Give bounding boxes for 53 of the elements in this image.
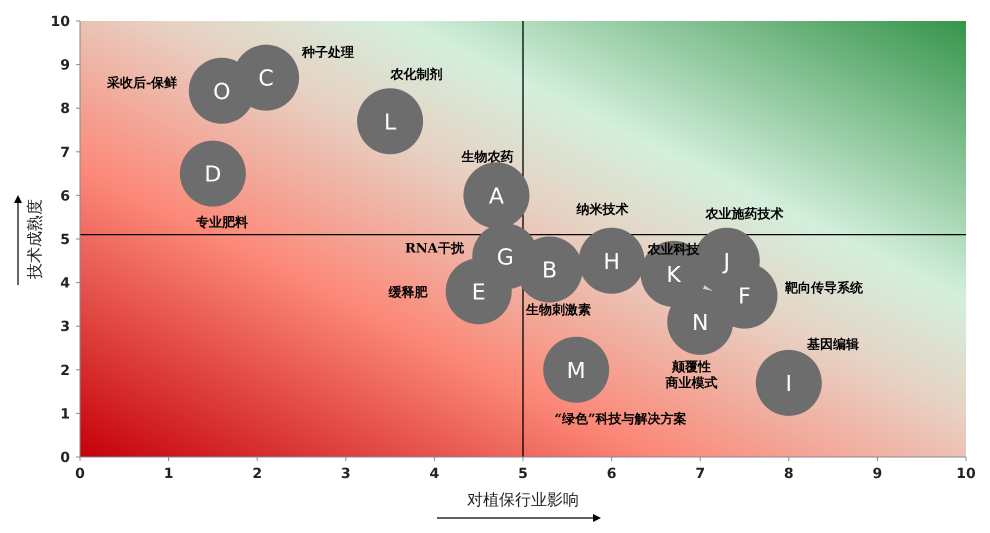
y-tick-label: 6 xyxy=(60,188,70,204)
annotation: 基因编辑 xyxy=(806,336,860,353)
x-tick-label: 8 xyxy=(784,466,794,482)
x-tick-label: 6 xyxy=(606,466,616,482)
annotation: 采收后-保鲜 xyxy=(106,75,178,92)
series-label: D xyxy=(204,162,222,188)
annotation: RNA干扰 xyxy=(405,242,465,257)
annotation: 农业施药技术 xyxy=(704,206,784,222)
x-tick-label: 4 xyxy=(430,466,440,482)
y-tick-label: 1 xyxy=(60,406,70,422)
series-label: L xyxy=(384,110,397,136)
series-label: A xyxy=(488,184,504,210)
annotation: 生物农药 xyxy=(460,149,514,166)
annotation: “绿色”科技与解决方案 xyxy=(554,410,686,427)
y-tick-label: 5 xyxy=(60,232,70,248)
x-tick-label: 5 xyxy=(518,466,528,482)
series-label: M xyxy=(566,358,586,384)
x-tick-label: 1 xyxy=(164,466,174,482)
series-label: K xyxy=(666,262,682,288)
annotation: 靶向传导系统 xyxy=(784,280,864,296)
x-axis-title: 对植保行业影响 xyxy=(467,490,579,509)
y-tick-label: 7 xyxy=(60,144,70,161)
annotation: 颠覆性商业模式 xyxy=(664,360,718,392)
x-tick-label: 0 xyxy=(75,466,86,482)
y-tick-label: 3 xyxy=(60,319,70,336)
y-tick-label: 4 xyxy=(60,276,70,292)
x-tick-label: 7 xyxy=(695,466,706,482)
series-label: J xyxy=(722,250,730,275)
series-label: I xyxy=(786,372,792,397)
annotation: 缓释肥 xyxy=(387,284,428,300)
x-tick-label: 10 xyxy=(956,466,976,482)
annotation: 生物刺激素 xyxy=(524,302,591,318)
annotation: 种子处理 xyxy=(301,46,354,61)
annotation: 纳米技术 xyxy=(576,202,629,218)
series-label: O xyxy=(213,80,230,105)
series-label: N xyxy=(692,310,708,336)
series-label: H xyxy=(603,250,620,275)
y-axis-title: 技术成熟度 xyxy=(25,199,44,280)
y-tick-label: 9 xyxy=(60,58,70,74)
x-tick-label: 3 xyxy=(340,466,351,482)
annotation: 农化制剂 xyxy=(390,66,443,82)
series-label: B xyxy=(542,258,558,284)
annotation: 专业肥料 xyxy=(194,214,248,231)
x-tick-label: 2 xyxy=(252,466,262,482)
y-tick-label: 10 xyxy=(50,14,70,30)
series-label: C xyxy=(258,66,274,92)
series-label: F xyxy=(738,284,751,310)
series-label: G xyxy=(496,245,514,270)
y-tick-label: 2 xyxy=(60,362,70,379)
y-tick-label: 8 xyxy=(60,101,70,118)
y-tick-label: 0 xyxy=(60,450,70,466)
series-label: E xyxy=(472,280,486,306)
x-tick-label: 9 xyxy=(872,466,882,482)
